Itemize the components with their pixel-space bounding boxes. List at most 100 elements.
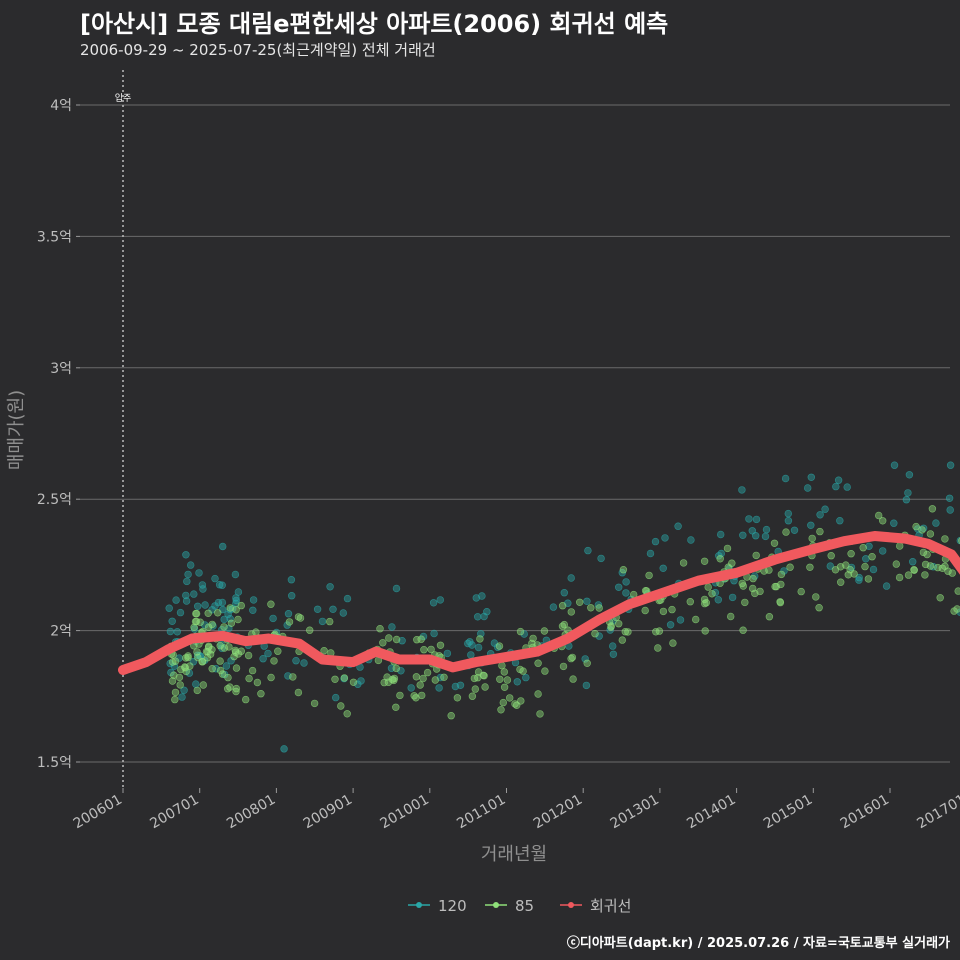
point-120 [862,555,870,563]
point-85 [499,698,507,707]
y-tick-label: 3억 [50,361,72,377]
point-120 [882,582,891,590]
point-85 [427,645,435,654]
point-85 [199,681,208,689]
point-120 [288,591,296,600]
point-85 [244,651,253,660]
point-120 [945,494,954,502]
point-120 [905,471,914,479]
point-85 [816,527,824,536]
point-85 [691,615,700,624]
point-85 [503,676,512,684]
point-85 [704,583,712,591]
point-85 [655,627,664,635]
point-85 [169,658,177,666]
point-85 [861,562,869,571]
x-tick-label: 200601 [71,792,125,833]
point-85 [726,612,735,621]
point-85 [621,627,629,636]
point-120 [676,616,685,624]
point-85 [595,604,603,612]
point-85 [926,530,935,538]
point-85 [777,570,786,579]
point-85 [193,648,201,656]
y-tick-label: 3.5억 [37,229,72,245]
point-85 [560,620,568,629]
series-85-points [165,505,960,720]
point-120 [581,655,589,663]
point-120 [167,668,175,677]
point-120 [803,484,812,492]
point-extra [280,745,288,753]
point-85 [285,618,294,626]
point-85 [948,569,956,577]
chart-title: [아산시] 모종 대림e편한세상 아파트(2006) 회귀선 예측 [80,10,669,38]
point-120 [231,570,240,579]
point-85 [396,691,404,700]
y-tick-label: 1.5억 [37,755,72,771]
point-120 [781,474,790,483]
point-120 [354,680,362,688]
point-85 [204,609,212,617]
y-tick-label: 2억 [50,624,72,640]
point-120 [313,605,322,613]
point-120 [392,584,401,593]
point-85 [412,673,421,681]
point-120 [946,461,955,469]
point-120 [332,693,340,702]
point-85 [413,635,421,644]
point-85 [390,674,399,683]
point-85 [645,571,653,580]
point-85 [679,559,688,567]
point-85 [220,623,228,631]
point-85 [436,641,445,649]
point-120 [784,509,792,518]
point-85 [567,608,575,616]
point-120 [584,546,592,555]
point-120 [172,596,180,604]
point-120 [232,596,241,605]
point-85 [827,551,835,560]
point-120 [436,596,444,604]
point-85 [248,666,257,675]
point-85 [806,563,814,571]
x-tick-label: 200801 [224,792,278,833]
point-85 [257,689,265,698]
point-120 [249,606,257,614]
point-120 [218,598,227,607]
point-85 [267,673,275,682]
point-120 [183,577,191,586]
point-120 [199,585,207,593]
point-85 [641,606,649,615]
point-120 [622,589,630,597]
point-85 [245,674,253,683]
point-120 [560,588,568,597]
point-85 [227,619,236,627]
point-85 [181,664,189,672]
point-85 [171,695,179,704]
point-85 [892,560,900,568]
point-85 [716,555,724,563]
point-120 [226,614,234,623]
point-120 [752,515,761,524]
point-120 [714,596,722,604]
point-85 [495,642,504,650]
point-85 [423,668,432,677]
point-120 [200,656,209,665]
point-85 [420,645,428,654]
point-85 [808,534,816,543]
point-85 [208,664,216,673]
point-120 [407,684,415,692]
point-85 [216,641,224,650]
point-120 [751,531,760,540]
point-120 [865,542,873,550]
point-120 [687,536,695,544]
point-120 [738,486,746,494]
point-85 [954,587,960,595]
point-85 [267,600,275,608]
point-120 [816,511,824,519]
point-85 [392,635,401,644]
point-85 [847,549,855,558]
point-120 [834,476,843,484]
